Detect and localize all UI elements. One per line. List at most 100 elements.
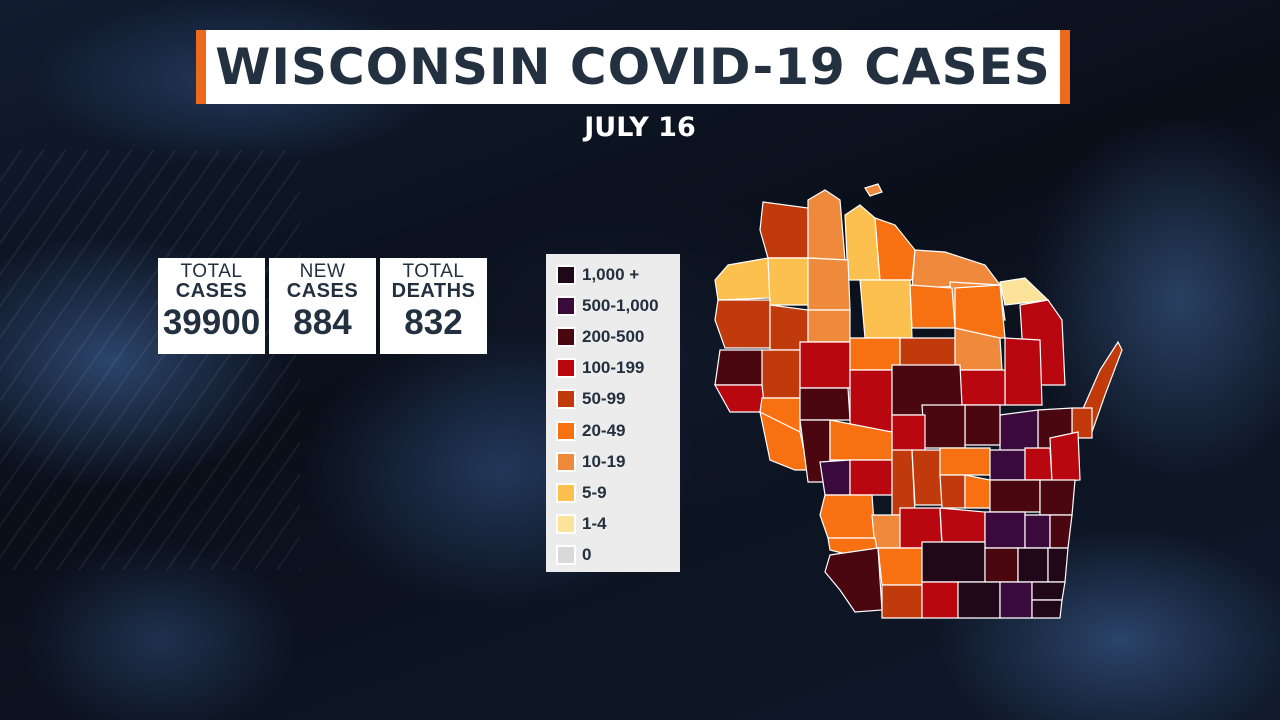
county-dane	[921, 541, 986, 583]
legend-label: 200-500	[582, 326, 645, 346]
county-ashland	[844, 204, 881, 281]
stat-label-line1: TOTAL	[402, 261, 465, 282]
county-rusk	[807, 309, 851, 343]
legend-label: 100-199	[582, 358, 645, 378]
legend-swatch	[556, 482, 576, 503]
county-fond-du-lac	[989, 479, 1041, 513]
stat-value: 884	[293, 303, 352, 342]
stat-label-line2: CASES	[175, 280, 248, 302]
county-la-crosse	[819, 459, 851, 496]
county-washburn	[767, 257, 809, 306]
county-ozaukee	[1049, 514, 1073, 549]
county-waukesha	[1017, 547, 1049, 583]
county-waushara	[939, 447, 991, 476]
county-marquette	[939, 474, 966, 509]
legend-swatch	[556, 514, 576, 535]
county-eau-claire	[799, 387, 851, 421]
legend-label: 1-4	[582, 514, 607, 534]
county-shawano	[954, 369, 1006, 406]
county-buffalo	[759, 410, 809, 471]
stat-label-line2: DEATHS	[391, 280, 476, 302]
county-washington	[1024, 514, 1051, 549]
date-label: JULY 16	[584, 112, 696, 143]
county-racine	[1031, 581, 1066, 601]
legend-item: 200-500	[556, 321, 680, 352]
background-stripes	[0, 150, 300, 570]
legend-item: 100-199	[556, 353, 680, 384]
county-apostle-islands	[864, 183, 883, 197]
county-clark	[849, 369, 893, 433]
county-portage	[921, 404, 966, 449]
county-polk	[714, 299, 771, 349]
title-banner: WISCONSIN COVID-19 CASES	[196, 30, 1070, 104]
county-grant	[824, 547, 883, 613]
legend-label: 0	[582, 545, 592, 565]
county-oneida	[909, 284, 956, 329]
legend-label: 20-49	[582, 420, 626, 440]
stat-total-deaths: TOTAL DEATHS 832	[380, 258, 487, 354]
county-burnett	[714, 257, 771, 301]
county-kenosha	[1031, 599, 1063, 619]
legend-swatch	[556, 326, 576, 347]
county-sawyer	[807, 257, 851, 311]
stat-label-line1: NEW	[299, 261, 346, 282]
legend-item: 50-99	[556, 384, 680, 415]
county-sheboygan	[1039, 479, 1076, 516]
legend-item: 1,000 +	[556, 259, 680, 290]
county-waupaca	[964, 404, 1001, 446]
county-st-croix	[714, 349, 766, 386]
stat-total-cases: TOTAL CASES 39900	[158, 258, 265, 354]
county-vernon	[819, 494, 876, 539]
legend-label: 5-9	[582, 482, 607, 502]
county-winnebago	[989, 449, 1026, 481]
legend-label: 1,000 +	[582, 264, 640, 284]
legend-item: 0	[556, 540, 680, 571]
legend-swatch	[556, 451, 576, 472]
county-oconto	[1004, 337, 1043, 406]
county-iron	[874, 217, 916, 281]
county-jefferson	[984, 547, 1019, 583]
legend-item: 500-1,000	[556, 290, 680, 321]
legend-swatch	[556, 295, 576, 316]
county-bayfield	[807, 189, 846, 261]
county-walworth	[999, 581, 1033, 619]
legend-label: 10-19	[582, 451, 626, 471]
county-milwaukee	[1047, 547, 1069, 583]
legend-swatch	[556, 389, 576, 410]
county-douglas	[759, 201, 809, 259]
county-manitowoc	[1049, 431, 1081, 483]
stat-label-line1: TOTAL	[180, 261, 243, 282]
county-pierce	[713, 384, 766, 413]
county-chippewa	[799, 341, 851, 389]
county-green-lake	[964, 474, 991, 509]
legend-label: 50-99	[582, 389, 626, 409]
legend-item: 10-19	[556, 446, 680, 477]
page-title: WISCONSIN COVID-19 CASES	[215, 38, 1051, 96]
map-legend: 1,000 + 500-1,000 200-500 100-199 50-99 …	[546, 254, 680, 572]
county-adams	[911, 449, 943, 506]
county-lafayette	[881, 584, 923, 619]
stat-value: 39900	[162, 303, 261, 342]
county-rock	[957, 581, 1001, 619]
legend-swatch	[556, 264, 576, 285]
county-dunn	[761, 349, 801, 399]
stat-new-cases: NEW CASES 884	[269, 258, 376, 354]
county-green	[921, 581, 959, 619]
legend-item: 5-9	[556, 477, 680, 508]
legend-label: 500-1,000	[582, 295, 659, 315]
stat-value: 832	[404, 303, 463, 342]
legend-item: 20-49	[556, 415, 680, 446]
county-vilas	[911, 249, 1002, 289]
county-columbia	[939, 507, 986, 543]
county-monroe	[849, 459, 893, 496]
wisconsin-county-map	[713, 183, 1123, 619]
legend-swatch	[556, 545, 576, 566]
legend-item: 1-4	[556, 509, 680, 540]
county-calumet	[1024, 447, 1053, 481]
legend-swatch	[556, 420, 576, 441]
legend-swatch	[556, 358, 576, 379]
county-juneau	[891, 449, 916, 516]
county-price	[859, 279, 913, 339]
county-iowa	[877, 547, 923, 586]
stat-label-line2: CASES	[286, 280, 359, 302]
